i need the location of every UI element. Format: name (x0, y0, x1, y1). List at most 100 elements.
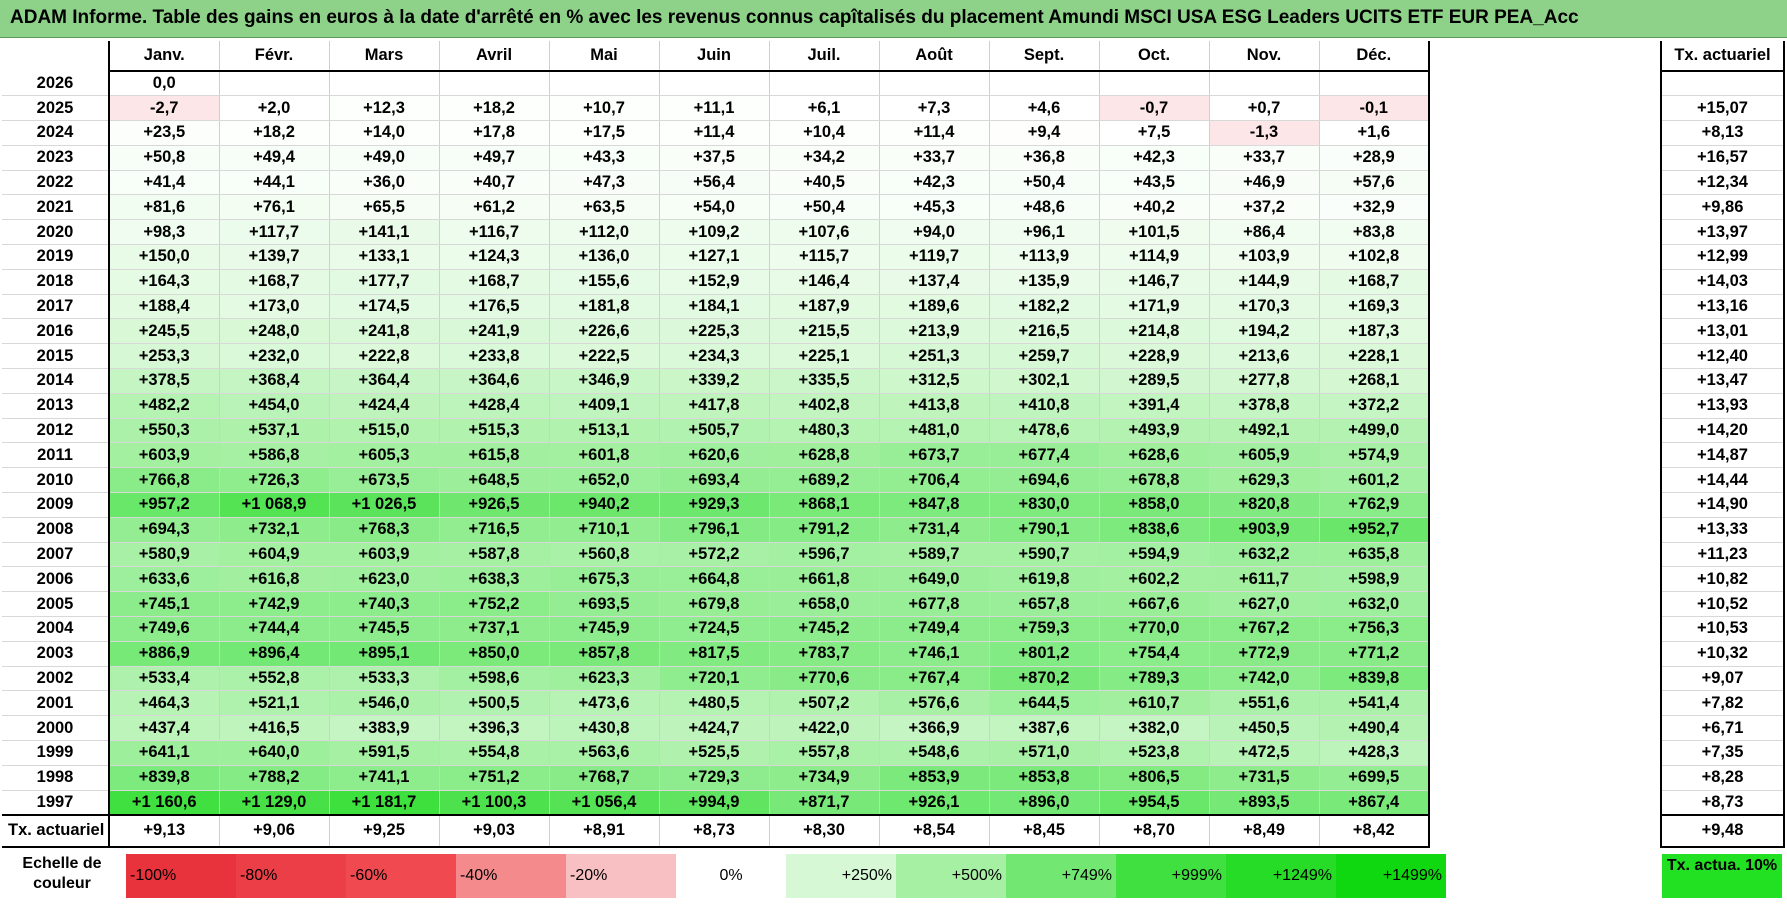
tx-footer-row: +9,48 (1661, 813, 1784, 848)
gain-cell: +493,9 (1099, 418, 1210, 444)
gain-cell: +164,3 (109, 269, 220, 295)
gain-cell: +742,9 (219, 591, 330, 618)
gain-cell: +689,2 (769, 467, 880, 494)
gain-cell: +135,9 (989, 269, 1100, 295)
gain-cell: +28,9 (1319, 145, 1430, 171)
gain-cell: +847,8 (879, 492, 990, 518)
gain-cell: +42,3 (1099, 145, 1210, 171)
gain-cell (218, 71, 330, 97)
gain-cell: +628,8 (769, 442, 880, 469)
year-row: 2014 +378,5 +368,4 +364,4 +364,6 +346,9 +339,2… (2, 368, 1430, 394)
gain-cell: +41,4 (109, 170, 220, 196)
year-row: 2003 +886,9 +896,4 +895,1 +850,0 +857,8 +817,5… (2, 641, 1430, 667)
tx-cell: +11,23 (1661, 542, 1784, 568)
gain-cell: +216,5 (989, 318, 1100, 345)
gain-cell: +749,4 (879, 616, 990, 642)
gain-cell: +32,9 (1319, 194, 1430, 221)
gain-cell: +222,5 (549, 343, 660, 370)
gain-cell: +10,7 (549, 95, 660, 122)
gain-cell: +155,6 (549, 269, 660, 295)
tx-row: +12,99 (1661, 244, 1784, 270)
year-row: 2026 0,0 (2, 71, 1430, 97)
gain-cell: +10,4 (769, 120, 880, 146)
gain-cell: +788,2 (219, 765, 330, 791)
tx-cell: +8,73 (1661, 790, 1784, 816)
tx-cell: +14,03 (1661, 269, 1784, 295)
gain-cell: +378,8 (1209, 393, 1320, 419)
month-header-row: Janv. Févr. Mars Avril Mai Juin Juil. Août Sept.… (2, 41, 1430, 72)
gain-cell: +611,7 (1209, 566, 1320, 593)
gain-cell: +893,5 (1209, 790, 1320, 816)
gain-cell: +430,8 (549, 715, 660, 742)
gain-cell: +259,7 (989, 343, 1100, 370)
gain-cell: +366,9 (879, 715, 990, 742)
actuarial-rate-table: Tx. actuariel +15,07 +8,13 +16,57 +12,34 +9,8… (1660, 41, 1785, 848)
gain-cell: +675,3 (549, 566, 660, 593)
footer-rate-cell: +9,03 (439, 813, 550, 848)
gain-cell: +546,0 (329, 690, 440, 717)
gain-cell: +658,0 (769, 591, 880, 618)
gain-cell: +410,8 (989, 393, 1100, 419)
color-swatch: +1499% (1336, 854, 1446, 898)
gain-cell: +667,6 (1099, 591, 1210, 618)
gain-cell: +677,8 (879, 591, 990, 618)
gain-cell: +661,8 (769, 566, 880, 593)
gain-cell: +603,9 (109, 442, 220, 469)
gain-cell: +277,8 (1209, 368, 1320, 394)
gain-cell: +720,1 (659, 666, 770, 692)
gain-cell: +383,9 (329, 715, 440, 742)
gain-cell: +454,0 (219, 393, 330, 419)
gain-cell: +213,6 (1209, 343, 1320, 370)
gain-cell: +101,5 (1099, 219, 1210, 246)
gain-cell: +605,3 (329, 442, 440, 469)
gain-cell: +144,9 (1209, 269, 1320, 295)
gain-cell: +241,9 (439, 318, 550, 345)
gain-cell: +226,6 (549, 318, 660, 345)
gain-cell: +790,1 (989, 517, 1100, 543)
year-label: 2022 (2, 170, 110, 196)
gain-cell: +627,0 (1209, 591, 1320, 618)
month-header: Oct. (1099, 41, 1210, 72)
tx-row: +11,23 (1661, 542, 1784, 568)
gain-cell: +557,8 (769, 740, 880, 766)
footer-rate-cell: +8,70 (1099, 813, 1210, 848)
gain-cell: +767,2 (1209, 616, 1320, 642)
gain-cell: +749,6 (109, 616, 220, 642)
year-row: 2018 +164,3 +168,7 +177,7 +168,7 +155,6 +152,9… (2, 269, 1430, 295)
gain-cell: +11,4 (879, 120, 990, 146)
year-label: 2014 (2, 368, 110, 394)
gain-cell: +756,3 (1319, 616, 1430, 642)
tx-row: +7,82 (1661, 690, 1784, 717)
year-label: 2004 (2, 616, 110, 642)
gain-cell: +523,8 (1099, 740, 1210, 766)
tx-cell: +14,20 (1661, 418, 1784, 444)
gain-cell: +766,8 (109, 467, 220, 494)
tx-cell: +13,97 (1661, 219, 1784, 246)
year-label: 2005 (2, 591, 110, 618)
tx-row: +10,52 (1661, 591, 1784, 618)
gain-cell: +857,8 (549, 641, 660, 667)
gain-cell: +169,3 (1319, 294, 1430, 320)
gain-cell: +18,2 (439, 95, 550, 122)
gain-cell: +102,8 (1319, 244, 1430, 270)
gain-cell: +372,2 (1319, 393, 1430, 419)
year-label: 2000 (2, 715, 110, 742)
gain-cell: +37,5 (659, 145, 770, 171)
gain-cell: +693,5 (549, 591, 660, 618)
gain-cell: +7,5 (1099, 120, 1210, 146)
year-label: 2007 (2, 542, 110, 568)
tx-row: +14,90 (1661, 492, 1784, 518)
gain-cell: +838,6 (1099, 517, 1210, 543)
gain-cell: +635,8 (1319, 542, 1430, 568)
year-label: 2020 (2, 219, 110, 246)
gain-cell: +57,6 (1319, 170, 1430, 196)
gain-cell: +368,4 (219, 368, 330, 394)
gain-cell: +632,0 (1319, 591, 1430, 618)
gain-cell: +576,6 (879, 690, 990, 717)
tx-row: +13,33 (1661, 517, 1784, 543)
gain-cell: +168,7 (439, 269, 550, 295)
year-row: 2021 +81,6 +76,1 +65,5 +61,2 +63,5 +54,0 +50,4 +… (2, 194, 1430, 221)
year-label: 2009 (2, 492, 110, 518)
gain-cell: +726,3 (219, 467, 330, 494)
year-label: 2006 (2, 566, 110, 593)
